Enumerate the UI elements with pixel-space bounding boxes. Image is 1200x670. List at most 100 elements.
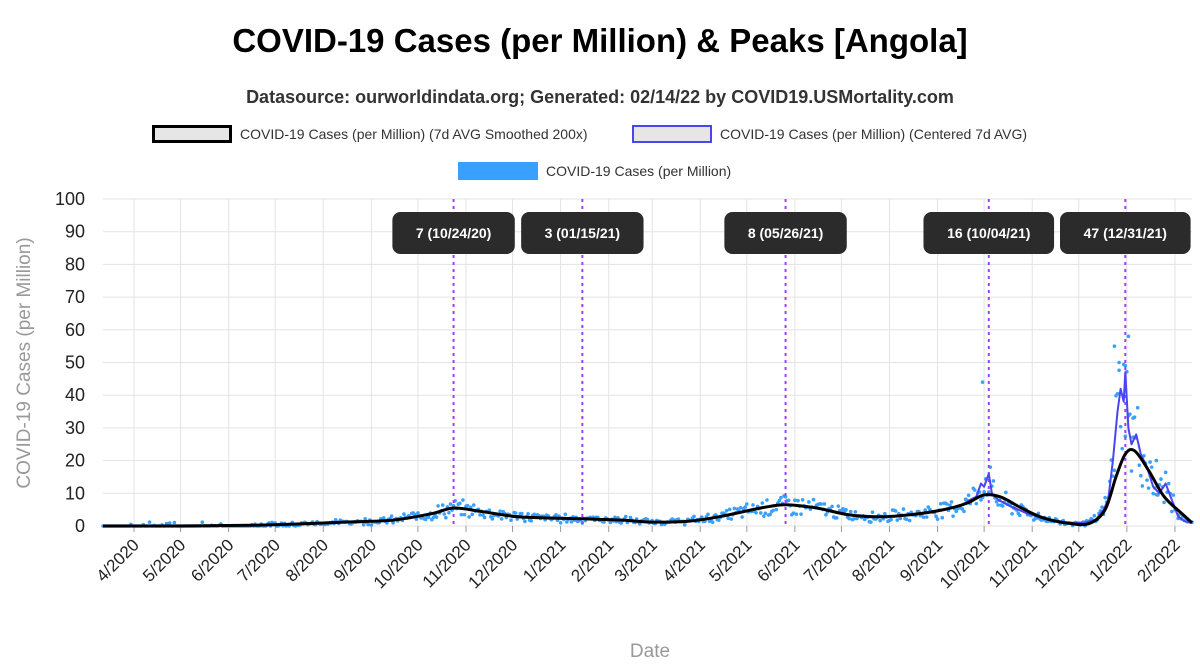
daily-point — [1112, 468, 1117, 473]
daily-point — [923, 508, 927, 512]
daily-point — [431, 515, 436, 520]
x-tick-label: 11/2020 — [419, 535, 475, 591]
daily-point — [1112, 344, 1117, 348]
daily-point — [904, 517, 909, 522]
daily-point — [482, 515, 487, 520]
daily-point — [459, 512, 464, 517]
daily-point — [554, 513, 558, 517]
x-tick-label: 8/2020 — [282, 535, 332, 585]
daily-point — [994, 499, 999, 504]
daily-point — [523, 519, 527, 524]
daily-point — [1115, 391, 1120, 396]
legend-item-daily[interactable]: COVID-19 Cases (per Million) — [458, 162, 731, 180]
y-tick-label: 30 — [65, 418, 85, 438]
peak-label: 7 (10/24/20) — [416, 225, 492, 241]
daily-point — [1100, 505, 1104, 509]
daily-point — [841, 506, 845, 511]
daily-point — [1128, 412, 1132, 416]
daily-point — [847, 516, 851, 521]
daily-point — [1004, 490, 1008, 495]
daily-point — [869, 520, 873, 524]
daily-point — [1018, 513, 1022, 518]
daily-point — [779, 495, 783, 500]
daily-point — [794, 512, 799, 516]
daily-point — [462, 512, 467, 517]
peak-label: 8 (05/26/21) — [748, 225, 824, 241]
daily-point — [172, 520, 177, 525]
y-tick-label: 50 — [65, 353, 85, 373]
daily-point — [682, 523, 687, 527]
peak-label-box — [923, 212, 1055, 254]
daily-point — [1139, 473, 1143, 478]
daily-point — [799, 512, 803, 516]
daily-point — [692, 514, 696, 519]
daily-point — [436, 504, 440, 508]
chart-title: COVID-19 Cases (per Million) & Peaks [An… — [232, 22, 968, 59]
daily-point — [520, 511, 524, 516]
daily-point — [389, 514, 394, 518]
y-axis: 0 10 20 30 40 50 60 70 80 90 100 — [55, 189, 85, 536]
daily-point — [1010, 512, 1014, 516]
daily-point — [426, 515, 431, 520]
x-axis: 4/20205/20206/20207/20208/20209/202010/2… — [93, 526, 1184, 592]
y-tick-label: 10 — [65, 483, 85, 503]
legend-item-centered[interactable]: COVID-19 Cases (per Million) (Centered 7… — [632, 125, 1027, 143]
legend-swatch-smoothed — [152, 125, 232, 143]
daily-point — [366, 522, 371, 527]
daily-point — [699, 515, 704, 519]
daily-point — [1162, 500, 1166, 505]
daily-point — [1166, 481, 1171, 486]
x-axis-label: Date — [630, 641, 670, 662]
y-tick-label: 0 — [75, 516, 85, 536]
x-tick-label: 6/2020 — [187, 535, 237, 585]
daily-point — [743, 505, 748, 509]
daily-point — [1000, 504, 1005, 508]
daily-point — [529, 519, 533, 523]
daily-point — [1117, 360, 1121, 365]
daily-point — [147, 520, 152, 524]
daily-point — [786, 498, 791, 503]
daily-point — [509, 518, 513, 522]
x-tick-label: 10/2020 — [370, 535, 427, 592]
series-lines — [102, 371, 1193, 528]
daily-point — [924, 515, 929, 519]
legend-swatch-centered — [632, 125, 712, 143]
daily-point — [1129, 469, 1134, 473]
daily-point — [907, 518, 912, 523]
daily-point — [824, 512, 828, 517]
peak-label: 3 (01/15/21) — [545, 225, 621, 241]
x-tick-label: 4/2021 — [659, 535, 709, 585]
daily-point — [444, 515, 448, 520]
daily-point — [1159, 477, 1163, 481]
daily-point — [974, 501, 979, 506]
daily-point — [878, 518, 882, 523]
daily-point — [1156, 493, 1160, 497]
daily-point — [1126, 334, 1131, 339]
daily-point — [1123, 363, 1128, 368]
chart-subtitle: Datasource: ourworldindata.org; Generate… — [246, 87, 954, 107]
daily-point — [1140, 484, 1145, 488]
daily-point — [416, 511, 420, 515]
daily-point — [1163, 470, 1168, 475]
daily-point — [478, 513, 482, 517]
daily-point — [982, 489, 986, 494]
daily-point — [765, 498, 769, 502]
daily-point — [490, 517, 495, 521]
daily-point — [744, 502, 749, 506]
y-tick-label: 90 — [65, 222, 85, 242]
y-tick-label: 100 — [55, 189, 85, 209]
daily-point — [800, 498, 805, 502]
daily-point — [951, 514, 955, 518]
legend-item-smoothed[interactable]: COVID-19 Cases (per Million) (7d AVG Smo… — [152, 125, 588, 143]
legend-label-centered: COVID-19 Cases (per Million) (Centered 7… — [720, 126, 1028, 142]
daily-point — [1154, 458, 1159, 463]
x-tick-label: 1/2022 — [1085, 535, 1135, 585]
daily-point — [442, 512, 447, 516]
x-tick-label: 2/2022 — [1134, 535, 1184, 585]
daily-point — [763, 511, 768, 516]
daily-point — [447, 510, 451, 515]
daily-point — [717, 518, 721, 522]
daily-point — [1131, 416, 1135, 420]
daily-point — [935, 517, 940, 521]
